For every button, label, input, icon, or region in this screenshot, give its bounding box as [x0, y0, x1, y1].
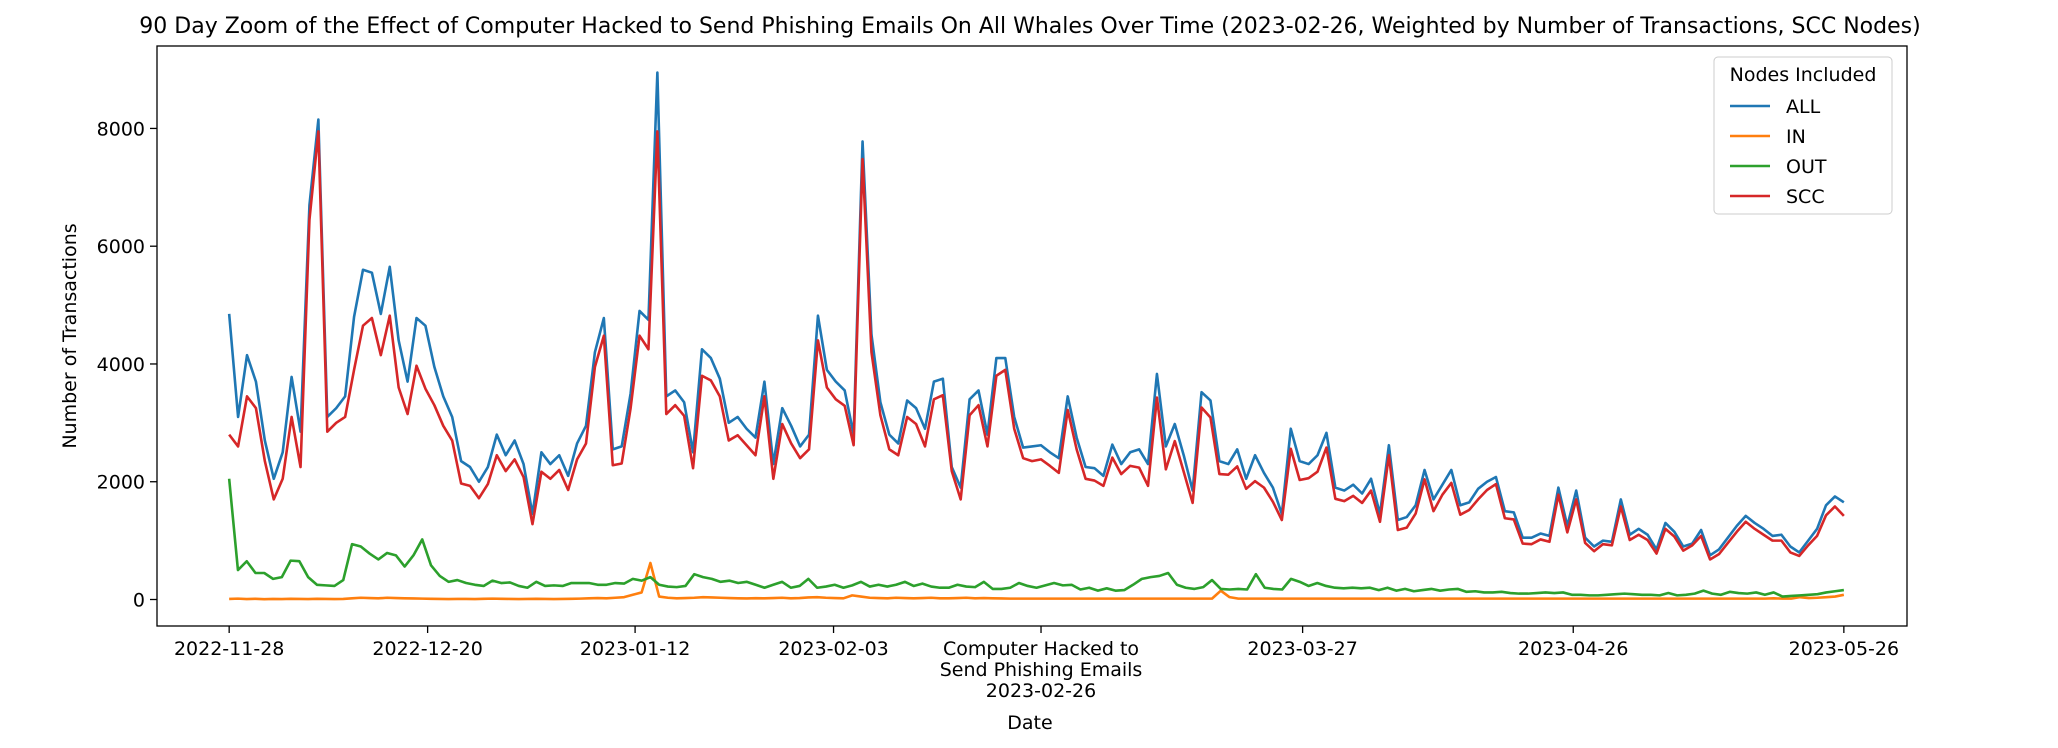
x-tick-label: 2023-02-03 [778, 638, 888, 660]
chart-title: 90 Day Zoom of the Effect of Computer Ha… [139, 14, 1920, 39]
series-layer [227, 71, 1845, 601]
event-label-line: 2023-02-26 [986, 680, 1096, 702]
series-line-out [227, 478, 1845, 598]
x-tick-label: 2023-04-26 [1518, 638, 1628, 660]
legend-title: Nodes Included [1730, 64, 1877, 86]
legend-label-out: OUT [1786, 156, 1827, 178]
legend-label-in: IN [1786, 126, 1806, 148]
y-axis: 0 2000 4000 6000 8000 [97, 118, 157, 612]
legend-label-scc: SCC [1786, 186, 1825, 208]
y-tick-label: 2000 [97, 472, 145, 494]
y-axis-label: Number of Transactions [59, 223, 81, 448]
y-tick-label: 0 [133, 590, 145, 612]
y-tick-label: 4000 [97, 354, 145, 376]
event-label-line: Send Phishing Emails [940, 659, 1143, 681]
x-tick-label: 2023-01-12 [580, 638, 690, 660]
x-tick-label: 2022-11-28 [174, 638, 284, 660]
y-tick-label: 8000 [97, 118, 145, 140]
x-tick-label: 2023-03-27 [1247, 638, 1357, 660]
legend-label-all: ALL [1786, 96, 1821, 118]
series-line-scc [228, 130, 1845, 561]
plot-frame [156, 45, 1908, 627]
series-line-all [227, 71, 1845, 557]
x-tick-label: 2022-12-20 [372, 638, 482, 660]
x-axis: 2022-11-28 2022-12-20 2023-01-12 2023-02-03… [174, 626, 1899, 660]
legend-box [1713, 56, 1893, 215]
series-line-in [229, 561, 1845, 601]
x-tick-label: 2023-05-26 [1789, 638, 1899, 660]
x-axis-label: Date [1007, 712, 1052, 734]
legend: Nodes Included ALL IN OUT SCC [1713, 56, 1893, 215]
event-label-line: Computer Hacked to [943, 638, 1139, 660]
y-tick-label: 6000 [97, 236, 145, 258]
